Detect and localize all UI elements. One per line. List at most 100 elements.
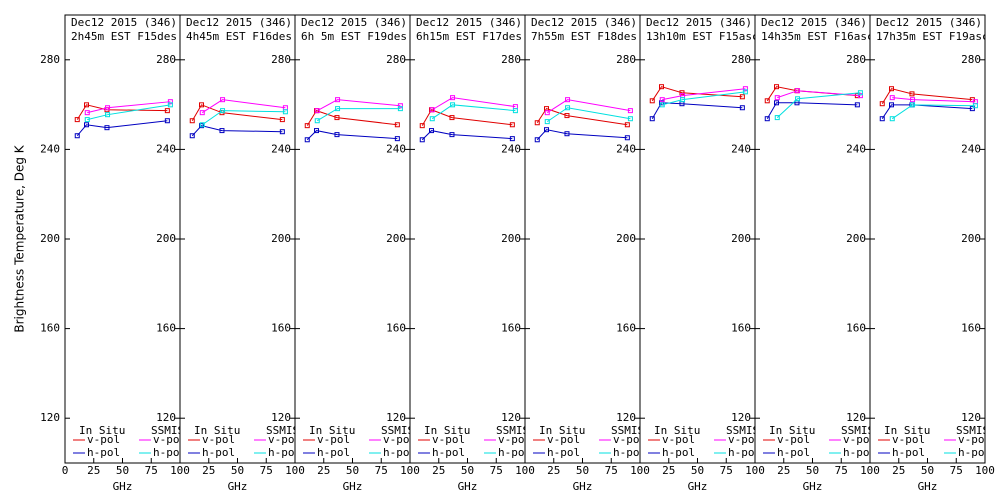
point-marker [220,97,226,103]
point-marker [910,102,916,108]
point-marker [304,123,310,129]
x-axis-label: GHz [688,480,708,493]
legend-label: v-pol [268,433,301,446]
y-tick-label: 240 [40,142,60,155]
legend-label: h-pol [547,446,580,459]
point-marker [74,133,80,139]
y-tick-label: 160 [961,322,981,335]
point-marker [739,105,745,111]
x-axis-label: GHz [458,480,478,493]
point-marker [544,110,550,116]
point-marker [764,98,770,104]
y-tick-label: 120 [156,411,176,424]
point-marker [419,137,425,143]
series-line [546,107,631,123]
x-tick-label: 50 [461,464,474,477]
point-marker [335,106,341,112]
legend-label: v-pol [958,433,991,446]
x-tick-label: 75 [950,464,963,477]
point-marker [879,116,885,122]
x-tick-label: 75 [835,464,848,477]
y-tick-label: 240 [846,142,866,155]
legend-label: h-pol [958,446,991,459]
panel-subtitle: 7h55m EST F18des [531,30,637,43]
point-marker [679,90,685,96]
point-marker [450,95,456,101]
y-tick-label: 200 [156,232,176,245]
series-line [191,125,283,137]
point-marker [659,102,665,108]
point-marker [449,132,455,138]
y-tick-label: 280 [271,53,291,66]
series-line [881,104,973,119]
y-tick-label: 240 [961,142,981,155]
series-line [201,99,286,114]
point-marker [624,122,630,128]
legend-label: v-pol [202,433,235,446]
point-marker [509,136,515,142]
point-marker [335,97,341,103]
point-marker [534,120,540,126]
legend-title: In Situ [309,424,355,437]
panel: Dec12 2015 (346)14h35m EST F16asc 120 160 2… [761,16,876,459]
x-tick-label: 100 [860,464,880,477]
panel: Dec12 2015 (346)6h15m EST F17des 120 160 20… [416,16,525,459]
point-marker [774,100,780,106]
point-marker [84,102,90,108]
x-tick-label: 100 [975,464,995,477]
panel-title: Dec12 2015 (346) [761,16,867,29]
series-line [201,110,286,126]
y-tick-label: 120 [961,411,981,424]
point-marker [167,102,173,108]
y-tick-label: 280 [616,53,636,66]
legend-label: h-pol [383,446,416,459]
point-marker [564,131,570,137]
x-tick-label: 0 [62,464,69,477]
point-marker [449,115,455,121]
x-tick-label: 75 [490,464,503,477]
series-line [306,130,398,141]
point-marker [104,125,110,131]
y-tick-label: 120 [616,411,636,424]
x-tick-label: 50 [116,464,129,477]
point-marker [199,122,205,128]
y-tick-label: 280 [501,53,521,66]
point-marker [627,108,633,114]
y-tick-label: 240 [731,142,751,155]
point-marker [334,115,340,121]
point-marker [334,132,340,138]
series-line [87,101,171,114]
legend-label: h-pol [662,446,695,459]
point-marker [857,90,863,96]
series-line [651,86,743,102]
y-tick-label: 200 [961,232,981,245]
point-marker [565,105,571,111]
point-marker [314,108,320,114]
legend-title: SSMIS [726,424,759,437]
legend-title: In Situ [539,424,585,437]
series-line [317,99,401,112]
x-tick-label: 100 [745,464,765,477]
y-tick-label: 120 [271,411,291,424]
point-marker [889,86,895,92]
legend-label: v-pol [843,433,876,446]
x-tick-label: 50 [576,464,589,477]
point-marker [314,118,320,124]
panel-subtitle: 13h10m EST F15asc [646,30,759,43]
y-tick-label: 280 [731,53,751,66]
y-tick-label: 240 [271,142,291,155]
y-tick-label: 160 [40,322,60,335]
panel-title: Dec12 2015 (346) [876,16,982,29]
x-tick-label: 25 [662,464,675,477]
legend-label: h-pol [728,446,761,459]
legend-label: v-pol [662,433,695,446]
y-tick-label: 200 [846,232,866,245]
point-marker [199,123,205,129]
panel: Dec12 2015 (346)13h10m EST F15asc 120 160 2… [646,16,761,459]
x-axis-label: GHz [228,480,248,493]
point-marker [282,109,288,115]
series-line [766,102,858,119]
panel: Dec12 2015 (346)2h45m EST F15des 120 160 20… [71,16,180,459]
legend-title: In Situ [194,424,240,437]
point-marker [889,102,895,108]
